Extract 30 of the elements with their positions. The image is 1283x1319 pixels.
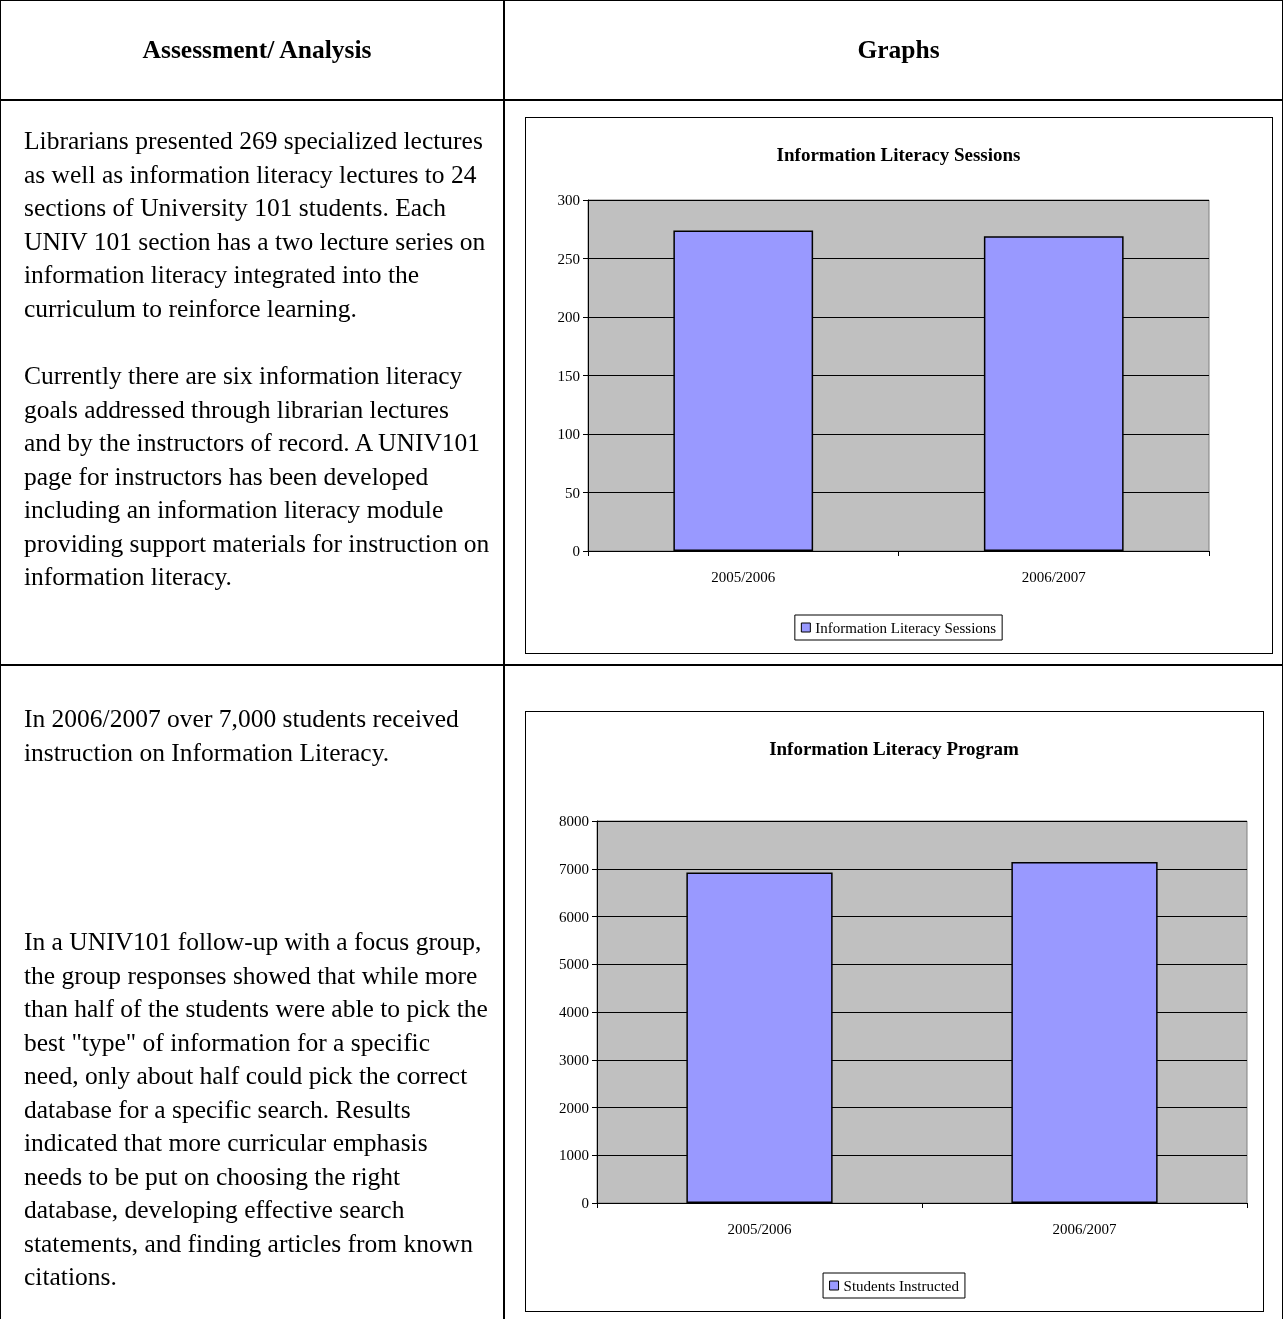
y-tick-label: 7000 bbox=[559, 860, 589, 877]
text: Graphs bbox=[857, 34, 940, 67]
y-tick-label: 0 bbox=[581, 1195, 589, 1211]
y-tick-label: 2000 bbox=[559, 1099, 589, 1116]
y-tick-label: 250 bbox=[557, 250, 580, 267]
text: Librarians presented 269 specialized lectures as well as information literacy lectures to 24 sections of University 101 students. Each UNIV 101 section has a two lecture series on information literacy integrated into the curriculum to reinforce learning. bbox=[24, 125, 487, 325]
y-tick-label: 150 bbox=[557, 367, 580, 384]
text: In 2006/2007 over 7,000 students received instruction on Information Literacy. bbox=[24, 703, 460, 769]
y-tick-label: 50 bbox=[565, 484, 580, 501]
chart-title: Information Literacy Sessions bbox=[776, 144, 1021, 165]
text: Currently there are six information literacy goals addressed through librarian lectures and by the instructors of record. A UNIV101 page for instructors has been developed including an information literacy module providing support materials for instruction on information literacy. bbox=[24, 360, 490, 593]
chart-title: Information Literacy Program bbox=[769, 738, 1020, 759]
legend-label: Information Literacy Sessions bbox=[815, 619, 997, 636]
y-tick-label: 300 bbox=[557, 192, 580, 208]
x-tick-label: 2005/2006 bbox=[727, 1220, 793, 1237]
y-tick-label: 6000 bbox=[559, 908, 589, 925]
x-tick-label: 2006/2007 bbox=[1052, 1220, 1118, 1237]
y-tick-label: 4000 bbox=[559, 1004, 589, 1020]
y-tick-label: 0 bbox=[572, 543, 580, 559]
y-tick-label: 8000 bbox=[559, 813, 589, 829]
y-tick-label: 100 bbox=[557, 426, 580, 442]
legend-label: Students Instructed bbox=[843, 1277, 960, 1294]
text: Assessment/ Analysis bbox=[142, 34, 372, 67]
x-tick-label: 2006/2007 bbox=[1021, 568, 1087, 585]
y-tick-label: 3000 bbox=[559, 1051, 589, 1068]
x-tick-label: 2005/2006 bbox=[711, 568, 776, 585]
y-tick-label: 1000 bbox=[559, 1147, 589, 1164]
y-tick-label: 200 bbox=[557, 309, 580, 325]
y-tick-label: 5000 bbox=[559, 956, 589, 973]
text: In a UNIV101 follow-up with a focus group, the group responses showed that while more than half of the students were able to pick the best "type" of information for a specific need, only about half could pick the correct database for a specific search. Results indicated that more curricular emphasis needs to be put on choosing the right database, developing effective search statements, and finding articles from known citations. bbox=[24, 927, 488, 1291]
